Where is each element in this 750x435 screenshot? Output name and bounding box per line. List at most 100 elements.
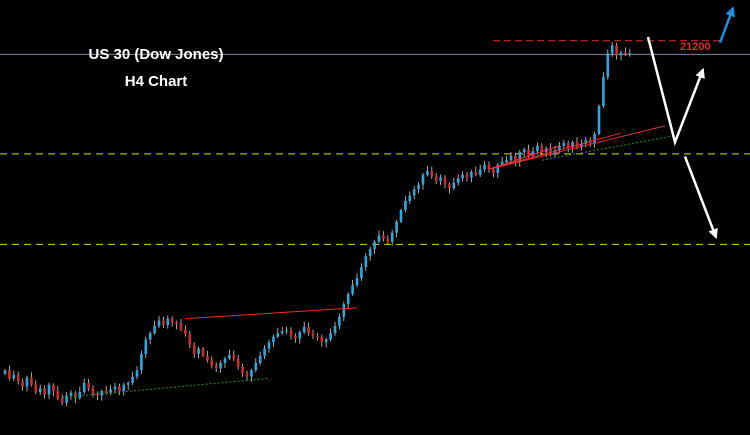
bull-candle: [272, 336, 275, 343]
bear-candle: [34, 384, 38, 392]
bear-candle: [192, 344, 196, 354]
chart-subtitle: H4 Chart: [124, 73, 188, 90]
bull-candle: [153, 325, 156, 334]
bull-candle: [298, 332, 302, 339]
bear-candle: [175, 322, 178, 325]
bear-candle: [241, 366, 244, 373]
bull-candle: [100, 391, 104, 396]
bull-candle: [157, 320, 161, 326]
bear-candle: [201, 348, 205, 356]
bull-candle: [584, 140, 588, 144]
bull-candle: [417, 184, 420, 190]
bear-candle: [434, 176, 438, 182]
bull-candle: [360, 267, 363, 278]
bull-candle: [452, 182, 456, 189]
bull-candle: [412, 189, 416, 196]
bear-candle: [527, 149, 530, 156]
bear-candle: [443, 177, 447, 184]
bear-candle: [188, 334, 192, 345]
bear-candle: [16, 374, 20, 382]
bear-candle: [56, 391, 60, 399]
bear-candle: [316, 335, 319, 337]
bear-candle: [21, 381, 24, 387]
bull-candle: [606, 53, 610, 77]
bull-candle: [228, 354, 231, 359]
bull-candle: [500, 162, 504, 165]
bear-candle: [307, 326, 310, 334]
bear-candle: [74, 392, 77, 399]
bear-candle: [430, 171, 434, 177]
trendline-resistance: [488, 145, 560, 170]
bear-candle: [311, 333, 315, 336]
bull-candle: [254, 363, 258, 371]
bear-candle: [60, 398, 64, 403]
bull-candle: [562, 143, 566, 146]
bull-candle: [38, 388, 42, 392]
bull-candle: [65, 395, 68, 403]
bull-candle: [135, 370, 139, 377]
bull-candle: [263, 348, 266, 356]
trendline-resistance: [488, 125, 666, 170]
bull-candle: [531, 151, 535, 156]
bear-candle: [87, 382, 90, 389]
bull-candle: [483, 164, 486, 170]
bull-candle: [522, 149, 526, 153]
bear-candle: [179, 324, 183, 330]
bull-candle: [439, 177, 442, 182]
bull-candle: [250, 370, 253, 377]
bull-candle: [351, 285, 354, 295]
projection-arrow-up: [646, 36, 705, 147]
bull-candle: [364, 256, 368, 268]
bull-candle: [324, 339, 328, 343]
bear-candle: [214, 365, 218, 369]
bear-candle: [162, 320, 165, 325]
bear-candle: [566, 143, 570, 148]
bull-candle: [518, 152, 522, 163]
bull-candle: [197, 348, 200, 354]
bull-candle: [302, 326, 306, 333]
bull-candle: [470, 172, 473, 178]
bear-candle: [206, 355, 209, 361]
bull-candle: [355, 277, 359, 286]
bear-candle: [492, 169, 495, 173]
bull-candle: [109, 389, 112, 393]
bull-candle: [408, 195, 412, 201]
bear-candle: [210, 360, 214, 366]
bear-candle: [8, 370, 11, 379]
bear-candle: [104, 391, 108, 393]
bear-candle: [232, 354, 236, 359]
bull-candle: [285, 330, 288, 332]
bull-candle: [276, 333, 280, 337]
breakout-arrow: [718, 6, 735, 43]
bull-candle: [166, 318, 170, 325]
bear-candle: [30, 377, 33, 385]
bull-candle: [461, 174, 464, 179]
bear-candle: [465, 174, 469, 178]
bull-candle: [509, 155, 513, 161]
trendline-resistance: [488, 132, 622, 170]
bear-candle: [118, 386, 121, 392]
bull-candle: [342, 304, 346, 317]
bear-candle: [294, 335, 297, 339]
bull-candle: [478, 169, 482, 175]
bear-candle: [236, 358, 240, 367]
bull-candle: [399, 210, 403, 222]
bull-candle: [593, 133, 596, 144]
bull-candle: [421, 174, 425, 185]
bear-candle: [245, 372, 249, 377]
bull-candle: [126, 382, 130, 385]
bear-candle: [615, 45, 618, 56]
bull-candle: [3, 370, 7, 374]
projection-arrow-down: [683, 156, 718, 240]
bull-candle: [610, 45, 614, 54]
bear-candle: [382, 235, 385, 239]
bear-candle: [386, 238, 390, 242]
bear-candle: [96, 393, 99, 396]
bear-candle: [289, 330, 293, 336]
bull-candle: [78, 391, 82, 399]
bear-candle: [184, 329, 187, 335]
bull-candle: [373, 241, 376, 249]
bull-candle: [426, 171, 429, 175]
bull-candle: [390, 232, 394, 242]
